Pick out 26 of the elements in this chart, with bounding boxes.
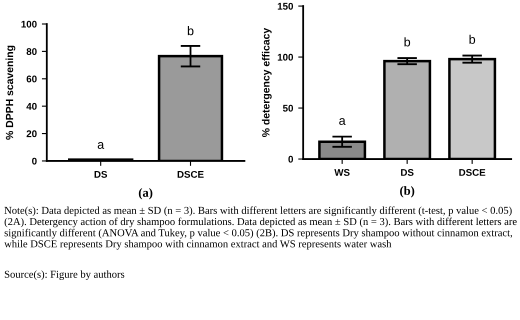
y-tick-label: 100 (278, 54, 294, 61)
text: Note(s): Data depicted as mean ± SD (n = 3). Bars with different letters are significantly different (t-test, p value < 0.05) (2A). Detergency action of dry shampoo formulations. Data depicted as mean ± SD (n = 3). Bars with different letters are significantly different (ANOVA and Tukey, p value < 0.05) (2B). DS represents Dry shampoo without cinnamon extract, while DSCE represents Dry shampoo with cinnamon extract and WS represents water wash (4, 206, 517, 250)
annotation: a (339, 118, 346, 125)
x-tick-label: DS (94, 170, 108, 178)
x-axis-title: (b) (400, 186, 414, 198)
x-tick-label: DS (401, 169, 414, 176)
y-axis-title: % detergency efficacy (262, 28, 272, 138)
annotation: b (404, 37, 410, 46)
y-axis-title: % DPPH scavening (6, 46, 16, 140)
x-tick-label: WS (334, 169, 350, 176)
annotation: b (469, 34, 476, 44)
y-tick-label: 40 (26, 102, 37, 110)
x-tick-label: DSCE (178, 170, 204, 178)
y-tick-label: 100 (21, 20, 37, 28)
y-tick-label: 0 (288, 156, 294, 163)
annotation: a (98, 142, 104, 149)
y-tick-label: 80 (26, 48, 37, 56)
y-tick-label: 150 (278, 2, 294, 10)
y-tick-label: 60 (26, 76, 37, 82)
y-tick-label: 0 (32, 158, 37, 165)
y-tick-label: 20 (26, 130, 37, 138)
annotation: b (188, 26, 194, 36)
source-note: Source(s): Figure by authors (4, 270, 124, 280)
x-tick-label: DSCE (459, 169, 486, 176)
x-axis-title: (a) (138, 188, 152, 200)
y-tick-label: 50 (282, 104, 294, 112)
